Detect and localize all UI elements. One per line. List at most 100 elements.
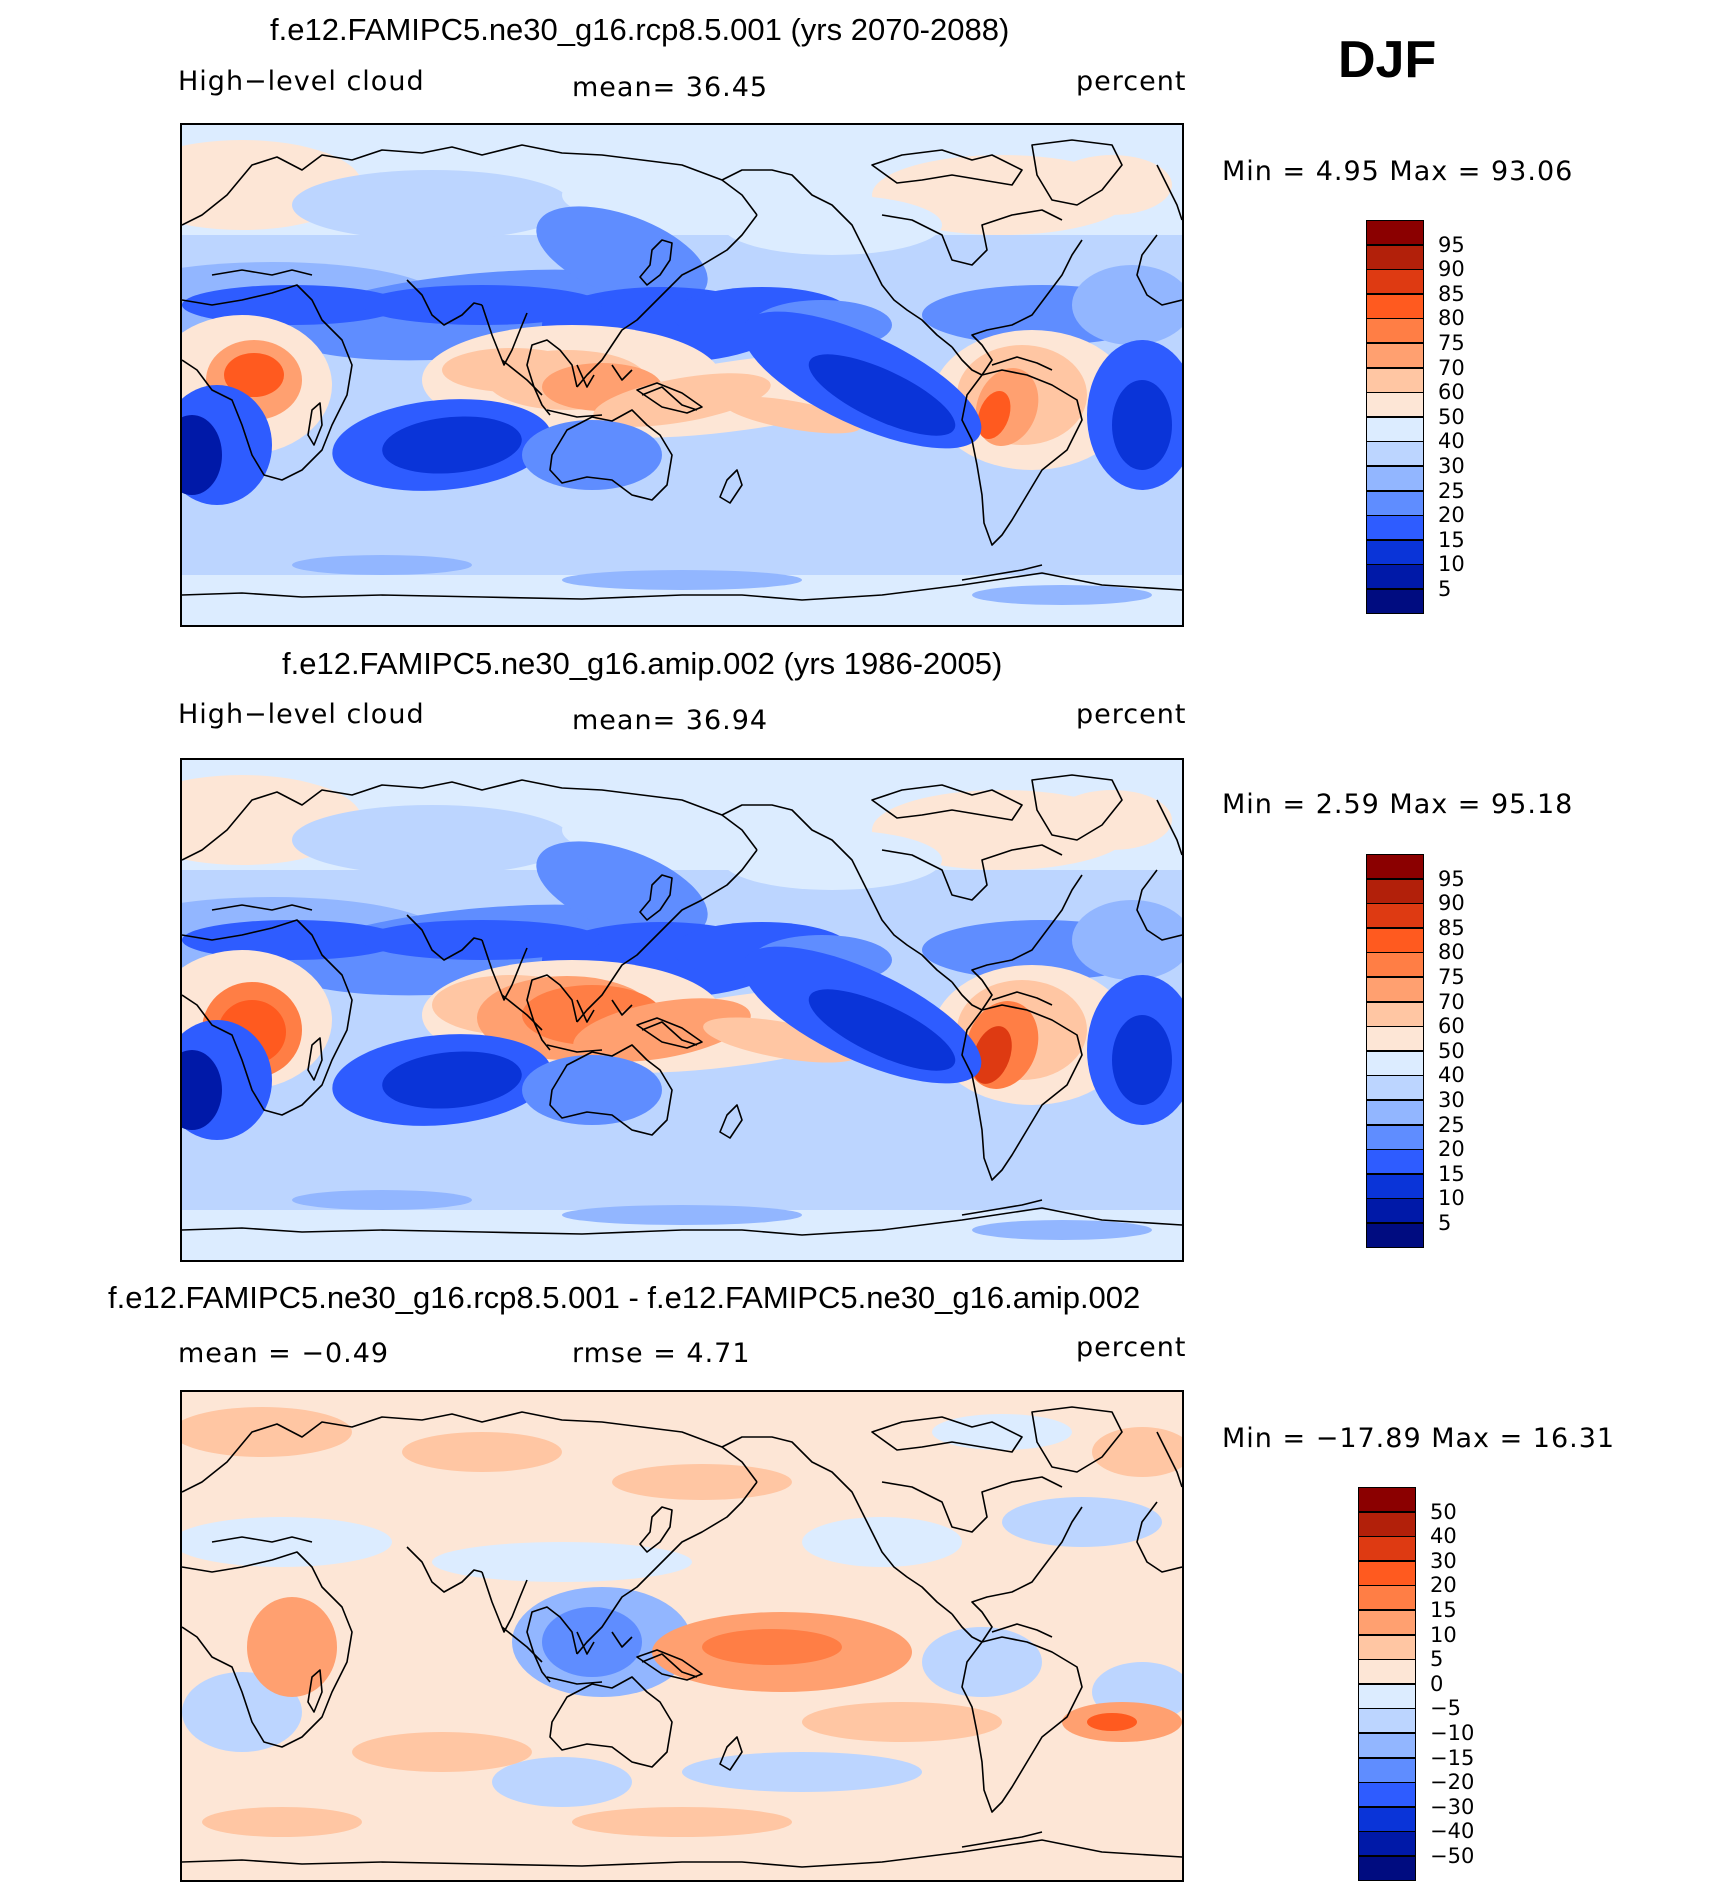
coastline-segment xyxy=(576,1481,758,1655)
coastline-segment xyxy=(719,1104,743,1139)
colorbar-tick-label: 30 xyxy=(1430,1548,1457,1573)
coastline-segment xyxy=(182,284,353,481)
contour-region xyxy=(723,396,861,434)
maritime-continent-convection xyxy=(432,975,861,1063)
coastline-segment xyxy=(1156,1431,1182,1488)
amazon-convection xyxy=(957,345,1087,446)
cloud-field-map-rcp85 xyxy=(182,125,1182,625)
contour-region xyxy=(182,285,402,325)
coastline-segment xyxy=(1031,774,1123,841)
variable-label-amip: High−level cloud xyxy=(178,699,425,730)
contour-region xyxy=(808,989,956,1071)
colorbar-swatch xyxy=(1358,1610,1416,1636)
colorbar-tick-label: 20 xyxy=(1430,1573,1457,1598)
colorbar-tick-label: 70 xyxy=(1438,355,1465,380)
colorbar-tick-label: 75 xyxy=(1438,331,1465,355)
coastline-segment xyxy=(501,359,698,418)
colorbar-tick-label: 60 xyxy=(1438,1014,1465,1039)
colorbar-swatch xyxy=(1366,343,1424,369)
coastline-segment xyxy=(406,279,483,326)
colorbar-swatch xyxy=(1366,1001,1424,1027)
coastline-segment xyxy=(1136,869,1182,941)
contour-region xyxy=(562,570,802,590)
coastline-segment xyxy=(971,874,1083,1011)
panel-title-rcp85: f.e12.FAMIPC5.ne30_g16.rcp8.5.001 (yrs 2… xyxy=(270,12,1010,47)
amazon-convection xyxy=(957,980,1087,1089)
contour-region xyxy=(808,354,956,436)
colorbar-swatch xyxy=(1366,977,1424,1003)
contour-region xyxy=(1072,900,1182,980)
coastline-segment xyxy=(182,564,1182,601)
contour-region xyxy=(932,1414,1072,1450)
antarctic-streaks xyxy=(292,1190,1152,1240)
contour-region xyxy=(562,1205,802,1225)
coastline-segment xyxy=(639,874,673,921)
northern-light-cloud xyxy=(182,140,1172,255)
coastline-segment xyxy=(721,169,863,246)
colorbar-tick-label: 95 xyxy=(1438,232,1465,257)
colorbar-tick-label: 20 xyxy=(1438,1137,1465,1162)
map-panel-amip xyxy=(180,758,1184,1262)
coastline-segment xyxy=(406,1546,483,1593)
colorbar-tick-label: 50 xyxy=(1430,1499,1457,1524)
colorbar-swatch xyxy=(1358,1733,1416,1759)
colorbar-tick-label: 40 xyxy=(1430,1524,1457,1549)
coastline-segment xyxy=(182,1551,353,1748)
colorbar-tick-label: 5 xyxy=(1430,1647,1444,1672)
contour-region xyxy=(522,420,662,490)
contour-region xyxy=(1112,1015,1172,1105)
coastline-segment xyxy=(211,269,313,276)
units-label-rcp85: percent xyxy=(1076,66,1187,97)
colorbar-swatch xyxy=(1366,903,1424,929)
coastline-segment xyxy=(481,1571,528,1633)
units-label-diff: percent xyxy=(1076,1332,1187,1363)
contour-region xyxy=(802,1517,962,1567)
contour-region xyxy=(292,805,572,875)
colorbar-swatch xyxy=(1366,1124,1424,1150)
colorbar-tick-label: 5 xyxy=(1438,577,1452,601)
colorbar-swatch xyxy=(1358,1585,1416,1611)
colorbar-swatch xyxy=(1358,1683,1416,1709)
colorbar-tick-label: 40 xyxy=(1438,1063,1465,1088)
colorbar-tick-label: 30 xyxy=(1438,1088,1465,1112)
coastline-segment xyxy=(526,339,578,416)
coastline-segment xyxy=(991,1623,1053,1638)
colorbar-tick-label: 30 xyxy=(1438,454,1465,478)
coastline-segment xyxy=(1136,1501,1182,1573)
contour-region xyxy=(292,555,472,575)
northern-light-cloud xyxy=(182,775,1172,890)
coastline-segment xyxy=(182,1411,758,1493)
contour-region xyxy=(1002,1497,1162,1547)
coastline-segment xyxy=(636,382,703,414)
coastline-segment xyxy=(1031,1406,1123,1473)
colorbar-tick-label: 15 xyxy=(1438,527,1465,552)
contour-region xyxy=(182,1050,222,1130)
coastline-segment xyxy=(881,844,1063,901)
contour-region xyxy=(1092,1427,1182,1477)
colorbar-tick-label: 10 xyxy=(1438,1186,1465,1211)
coastline-segment xyxy=(719,1736,743,1771)
coastline-segment xyxy=(307,1037,323,1081)
colorbar-tick-label: 40 xyxy=(1438,429,1465,454)
coastline-segment xyxy=(961,1636,1083,1813)
coastline-segment xyxy=(991,356,1053,371)
colorbar-tick-label: 90 xyxy=(1438,891,1465,916)
coastline-segment xyxy=(719,469,743,504)
colorbar-tick-label: −20 xyxy=(1430,1770,1475,1795)
contour-region xyxy=(562,800,782,860)
coastline-segment xyxy=(182,144,758,226)
panel-title-diff: f.e12.FAMIPC5.ne30_g16.rcp8.5.001 - f.e1… xyxy=(108,1280,1141,1315)
colorbar-tick-label: 60 xyxy=(1438,380,1465,405)
contour-region xyxy=(703,1017,861,1063)
coastline-segment xyxy=(871,149,1023,186)
colorbar-swatch xyxy=(1366,367,1424,393)
season-label: DJF xyxy=(1338,31,1437,89)
contour-region xyxy=(536,841,708,939)
colorbar-swatch xyxy=(1366,269,1424,295)
coastline-segment xyxy=(1031,139,1123,206)
colorbar-tick-label: 10 xyxy=(1430,1622,1457,1647)
coastline-segment xyxy=(971,239,1083,376)
coastline-segment xyxy=(526,974,578,1051)
contour-region xyxy=(1052,790,1172,850)
colorbar-tick-label: 5 xyxy=(1438,1211,1452,1235)
